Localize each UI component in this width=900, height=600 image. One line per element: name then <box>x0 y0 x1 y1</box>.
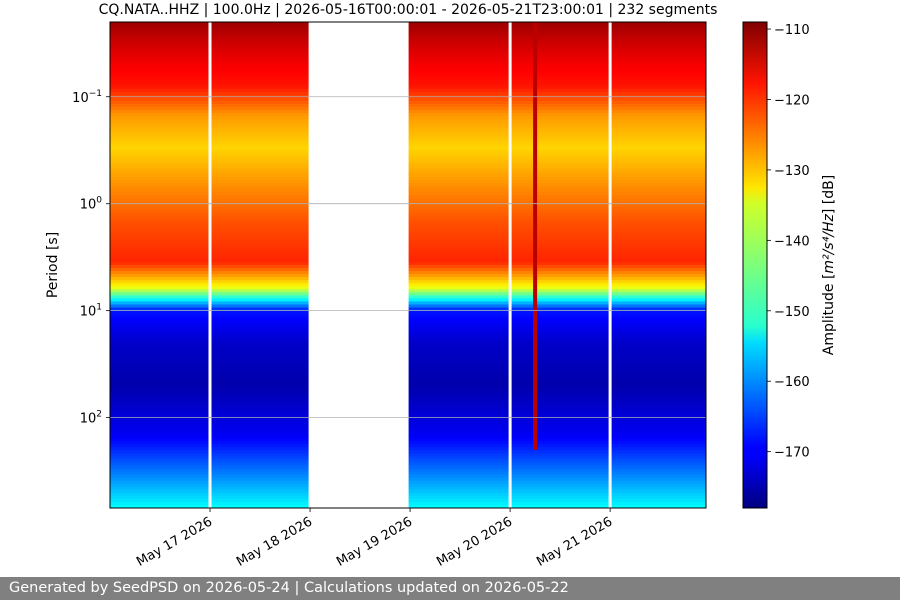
y-tick-label: 10−1 <box>72 89 102 106</box>
x-tick-label: May 19 2026 <box>334 514 415 569</box>
colorbar-label-prefix: Amplitude [ <box>821 274 837 356</box>
x-tick-label: May 21 2026 <box>534 514 615 569</box>
y-axis-label: Period [s] <box>45 232 61 298</box>
data-gap <box>208 22 212 508</box>
colorbar-tick-label: −170 <box>774 446 810 461</box>
y-axis: 10−1 100 101 102 <box>72 89 110 427</box>
colorbar <box>742 21 768 509</box>
y-tick-label: 100 <box>80 196 103 213</box>
colorbar-tick-label: −150 <box>774 305 810 320</box>
colorbar-label: Amplitude [m²/s⁴/Hz] [dB] <box>821 175 837 355</box>
colorbar-tick-label: −110 <box>774 23 810 38</box>
colorbar-tick-label: −130 <box>774 164 810 179</box>
colorbar-tick-label: −120 <box>774 93 810 108</box>
data-gap <box>508 22 512 508</box>
transient-event <box>533 22 538 450</box>
grid-lines <box>110 96 706 419</box>
colorbar-tick-label: −140 <box>774 234 810 249</box>
colorbar-label-unit: m²/s⁴/Hz <box>821 213 837 273</box>
y-tick-label: 102 <box>80 410 102 427</box>
x-axis: May 17 2026 May 18 2026 May 19 2026 May 20 … <box>134 508 615 570</box>
colorbar-ticks: −110 −120 −130 −140 −150 −160 −170 <box>767 23 810 461</box>
plot-frame <box>109 21 707 509</box>
colorbar-tick-label: −160 <box>774 375 810 390</box>
x-tick-label: May 17 2026 <box>134 514 215 569</box>
colorbar-label-suffix: ] [dB] <box>821 175 837 214</box>
y-tick-label: 101 <box>80 303 102 320</box>
data-gap <box>608 22 612 508</box>
chart-title: CQ.NATA..HHZ | 100.0Hz | 2026-05-16T00:0… <box>99 2 718 18</box>
x-tick-label: May 20 2026 <box>434 514 515 569</box>
x-tick-label: May 18 2026 <box>234 514 315 569</box>
footer-bar: Generated by SeedPSD on 2026-05-24 | Cal… <box>0 577 900 600</box>
spectrogram-plot <box>110 22 706 508</box>
data-gap <box>308 22 409 508</box>
spectrogram-heatmap <box>110 22 706 508</box>
